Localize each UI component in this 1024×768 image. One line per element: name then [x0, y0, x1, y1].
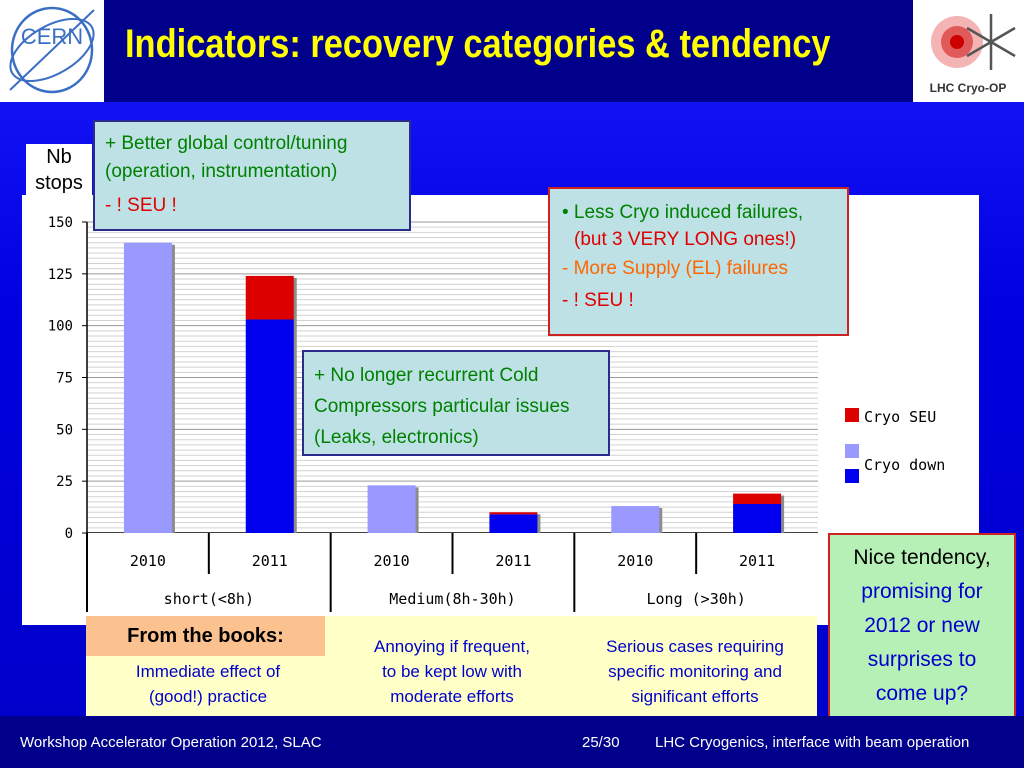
books-long-line1: Serious cases requiring [606, 637, 784, 656]
x-category-label: 2011 [495, 552, 531, 570]
x-category-label: 2010 [130, 552, 166, 570]
bar-cryo-down [611, 506, 660, 533]
tendency-line3: 2012 or new [864, 614, 980, 637]
x-category-label: 2011 [739, 552, 775, 570]
books-medium-line3: moderate efforts [390, 687, 514, 706]
annotation-medium: + No longer recurrent Cold Compressors p… [302, 350, 610, 456]
annotation-medium-line3: (Leaks, electronics) [314, 427, 479, 448]
y-tick-label: 25 [56, 474, 73, 490]
books-short-line2: (good!) practice [148, 687, 268, 706]
books-long: Serious cases requiring specific monitor… [585, 634, 805, 709]
y-tick-label: 75 [56, 371, 73, 387]
bar-cryo-down [245, 319, 294, 533]
tendency-box: Nice tendency, promising for 2012 or new… [828, 533, 1016, 718]
x-category-label: 2010 [374, 552, 410, 570]
books-long-line2: specific monitoring and [608, 662, 782, 681]
annotation-long-line2: (but 3 VERY LONG ones!) [574, 229, 797, 250]
annotation-medium-line2: Compressors particular issues [314, 396, 570, 417]
annotation-long-line1: • Less Cryo induced failures, [562, 202, 804, 223]
x-group-label: short(<8h) [164, 590, 254, 608]
page-title: Indicators: recovery categories & tenden… [125, 22, 831, 66]
annotation-long: • Less Cryo induced failures, (but 3 VER… [548, 187, 849, 336]
books-medium: Annoying if frequent, to be kept low wit… [352, 634, 552, 709]
cern-logo: CERN [0, 0, 104, 102]
y-tick-label: 0 [65, 526, 73, 542]
bar-cryo-down [367, 485, 416, 533]
bar-cryo-down [489, 514, 538, 533]
legend-swatch-cryo-down [845, 469, 859, 483]
y-axis-ticks: 0 25 50 75 100 125 150 [48, 215, 87, 542]
header-bar [0, 0, 1024, 102]
legend-label-cryo-down: Cryo down [864, 456, 945, 474]
books-label: From the books: [86, 616, 325, 656]
y-tick-label: 125 [48, 267, 73, 283]
x-group-label: Long (>30h) [646, 590, 745, 608]
footer-page-number: 25/30 [582, 734, 620, 751]
books-short-line1: Immediate effect of [135, 662, 281, 681]
y-axis-label-line1: Nb [46, 146, 72, 168]
bar-cryo-seu [733, 493, 782, 504]
tendency-line5: come up? [875, 682, 969, 705]
y-axis-label-line2: stops [35, 172, 83, 194]
y-tick-label: 100 [48, 319, 73, 335]
y-tick-label: 50 [56, 422, 73, 438]
bar-cryo-down [733, 503, 782, 533]
annotation-long-line4: - ! SEU ! [562, 290, 634, 311]
books-medium-line2: to be kept low with [382, 662, 522, 681]
tendency-line1: Nice tendency, [853, 546, 991, 569]
chart-grid [86, 221, 818, 534]
annotation-short-line1: + Better global control/tuning [105, 133, 348, 154]
bar-cryo-seu [489, 512, 538, 515]
footer-right: LHC Cryogenics, interface with beam oper… [655, 734, 970, 751]
books-medium-line1: Annoying if frequent, [374, 637, 530, 656]
x-axis-categories: 2010 2011 2010 2011 2010 2011 short(<8h) Medium… [86, 533, 818, 613]
legend-label-cryo-seu: Cryo SEU [864, 408, 936, 426]
x-category-label: 2011 [252, 552, 288, 570]
annotation-short-line3: - ! SEU ! [105, 195, 177, 216]
cryo-logo: LHC Cryo-OP [913, 0, 1024, 102]
annotation-short-line2: (operation, instrumentation) [105, 161, 338, 182]
books-short: Immediate effect of (good!) practice [108, 659, 308, 709]
y-axis-label: Nb stops [26, 144, 92, 198]
annotation-medium-line1: + No longer recurrent Cold [314, 365, 539, 386]
bar-cryo-seu [245, 275, 294, 320]
chart-bars [123, 242, 785, 533]
tendency-line4: surprises to [867, 648, 977, 671]
chart-legend: Cryo SEU Cryo down [845, 408, 945, 483]
x-category-label: 2010 [617, 552, 653, 570]
footer-bar [0, 716, 1024, 768]
legend-swatch-cryo-seu [845, 408, 859, 422]
annotation-long-line3: - More Supply (EL) failures [562, 258, 788, 279]
x-group-label: Medium(8h-30h) [389, 590, 515, 608]
footer-left: Workshop Accelerator Operation 2012, SLA… [20, 734, 322, 751]
cryo-logo-text: LHC Cryo-OP [930, 81, 1007, 95]
annotation-short: + Better global control/tuning (operatio… [93, 120, 411, 231]
cern-logo-text: CERN [21, 24, 83, 49]
legend-swatch-cryo-down-2010 [845, 444, 859, 458]
y-tick-label: 150 [48, 215, 73, 231]
tendency-line2: promising for [861, 580, 983, 603]
books-long-line3: significant efforts [631, 687, 759, 706]
bar-cryo-down [123, 242, 172, 533]
